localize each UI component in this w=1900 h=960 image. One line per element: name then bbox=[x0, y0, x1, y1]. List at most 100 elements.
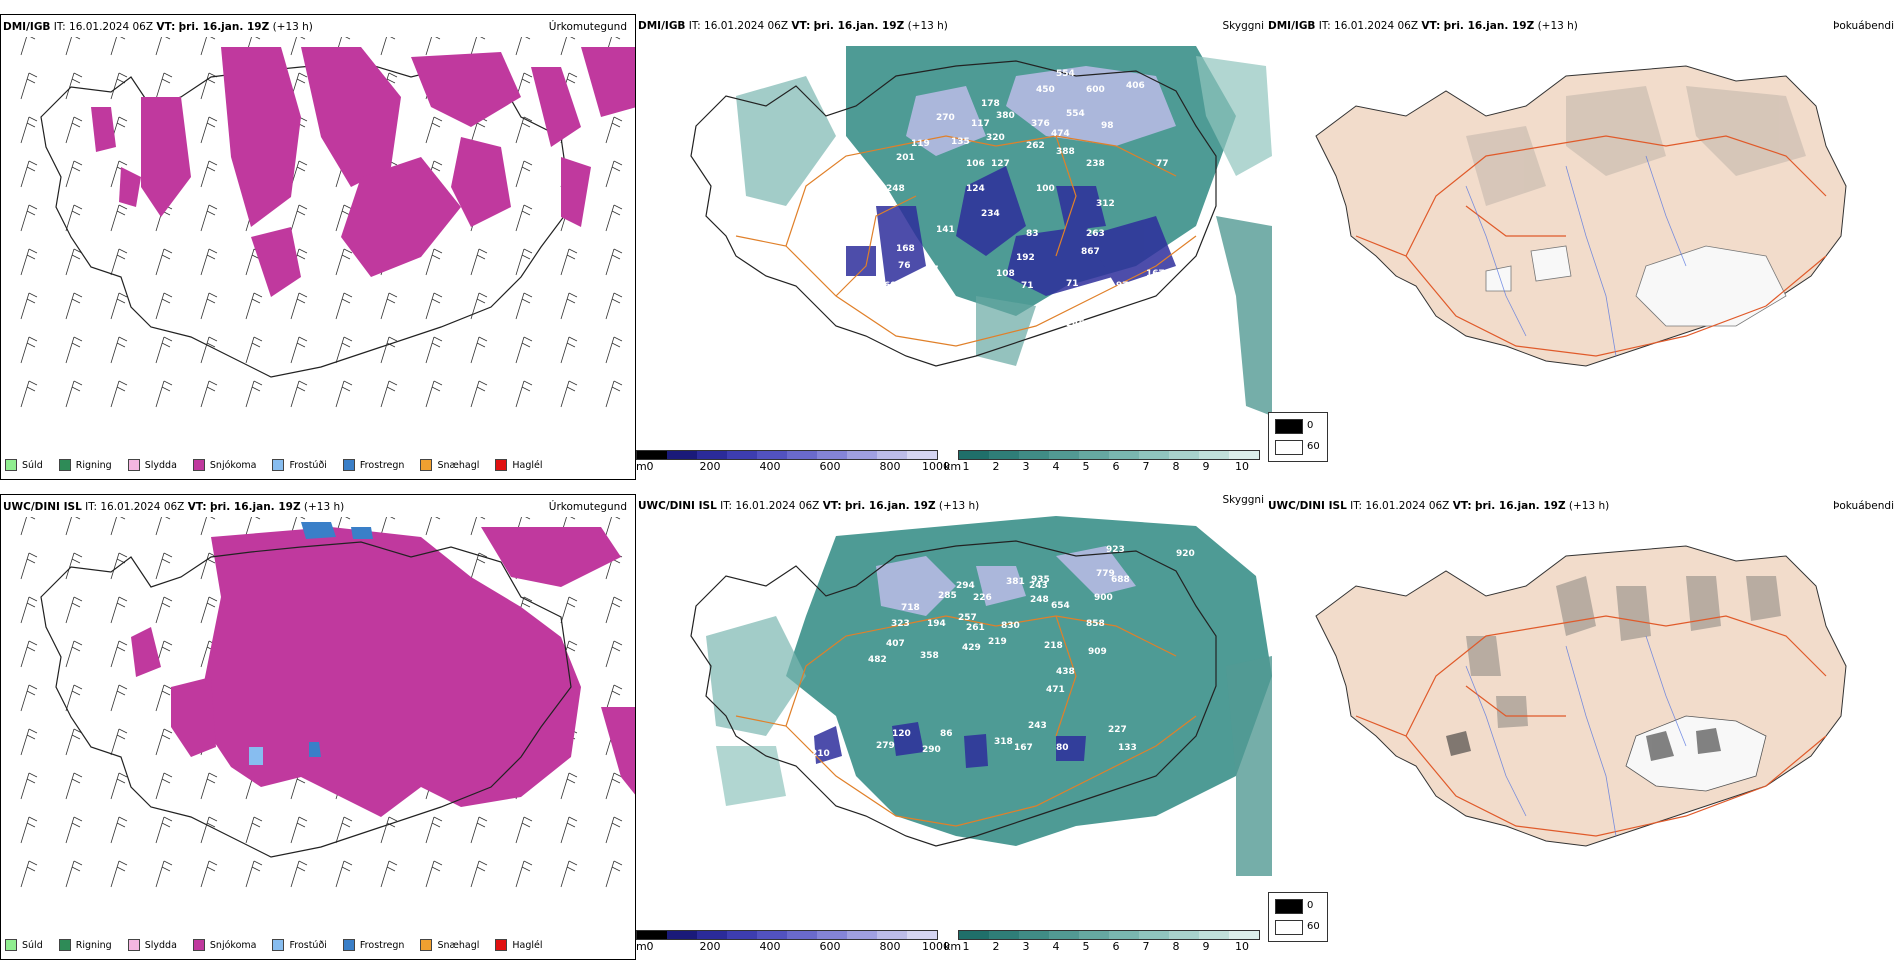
wind-barb bbox=[155, 248, 173, 276]
lead-time: (+13 h) bbox=[938, 500, 980, 512]
svg-text:178: 178 bbox=[981, 99, 1000, 109]
visibility-colorbar: km 1 2 3 4 5 6 7 8 9 10 bbox=[944, 930, 1272, 958]
svg-text:200: 200 bbox=[816, 257, 835, 267]
lead-time: (+13 h) bbox=[303, 501, 345, 513]
init-time: IT: 16.01.2024 06Z bbox=[720, 500, 820, 512]
ceiling-light-areas bbox=[906, 66, 1176, 156]
legend-rain: Rigning bbox=[58, 459, 112, 471]
wind-barb bbox=[20, 116, 38, 144]
legend-rain: Rigning bbox=[58, 939, 112, 951]
wind-barb bbox=[20, 204, 38, 232]
wind-barb bbox=[65, 772, 83, 800]
fog-swatch-max bbox=[1275, 920, 1303, 935]
wind-barb bbox=[110, 292, 128, 320]
wind-barb bbox=[380, 336, 398, 364]
fog-swatch-max bbox=[1275, 440, 1303, 455]
svg-text:124: 124 bbox=[916, 285, 935, 295]
wind-barb bbox=[20, 37, 36, 56]
legend-snow: Snjókoma bbox=[192, 939, 256, 951]
svg-text:192: 192 bbox=[1016, 253, 1035, 263]
wind-barb bbox=[380, 860, 398, 888]
svg-text:474: 474 bbox=[1051, 129, 1070, 139]
wind-barb bbox=[335, 336, 353, 364]
wind-barb bbox=[65, 517, 81, 536]
wind-barb bbox=[470, 292, 488, 320]
legend-snow: Snjókoma bbox=[192, 459, 256, 471]
wind-barb bbox=[110, 684, 128, 712]
wind-barb bbox=[335, 248, 353, 276]
iceland-outline bbox=[40, 541, 572, 858]
rivers bbox=[1465, 155, 1687, 357]
wind-barb bbox=[20, 72, 38, 100]
fog-legend-top: 0 60 bbox=[1268, 412, 1328, 462]
wind-barb bbox=[605, 292, 623, 320]
visibility-map-top: 554 450 600 406 178 270 117 380 376 554 … bbox=[690, 46, 1272, 416]
valid-time-label: VT: bbox=[156, 21, 176, 33]
wind-barb bbox=[470, 37, 486, 56]
visibility-tick: 3 bbox=[1022, 460, 1030, 473]
wind-barb bbox=[380, 517, 396, 536]
ceiling-labels: 920 923 779 935 688 381 243 294 285 226 … bbox=[811, 545, 1195, 759]
wind-barb bbox=[560, 860, 578, 888]
svg-text:168: 168 bbox=[896, 244, 915, 254]
wind-barb bbox=[155, 596, 173, 624]
wind-barb bbox=[515, 816, 533, 844]
legend-freezing-drizzle: Frostúði bbox=[272, 939, 327, 951]
wind-barb bbox=[425, 380, 443, 408]
panel-title: Úrkomutegund bbox=[548, 21, 627, 33]
wind-barb bbox=[155, 816, 173, 844]
wind-barb bbox=[110, 816, 128, 844]
wind-barb bbox=[605, 860, 623, 888]
wind-barb bbox=[605, 640, 623, 668]
panel-title: Þokuábendi bbox=[1833, 20, 1894, 32]
wind-barb bbox=[605, 684, 623, 712]
wind-barb bbox=[470, 816, 488, 844]
dense-fog-spots bbox=[1446, 728, 1721, 761]
wind-barb bbox=[20, 380, 38, 408]
visibility-tick: 9 bbox=[1202, 940, 1210, 953]
fog-swatch-min bbox=[1275, 899, 1303, 914]
ceiling-shading bbox=[846, 166, 1176, 296]
svg-text:858: 858 bbox=[1086, 619, 1105, 629]
ceiling-tick: 0 bbox=[646, 460, 654, 473]
svg-text:106: 106 bbox=[966, 159, 985, 169]
svg-text:600: 600 bbox=[1086, 85, 1105, 95]
lead-time: (+13 h) bbox=[1568, 500, 1610, 512]
wind-barb bbox=[200, 292, 218, 320]
ceiling-unit: m bbox=[636, 460, 647, 473]
wind-barb bbox=[20, 640, 38, 668]
precip-panel-top: DMI/IGB IT: 16.01.2024 06Z VT: þri. 16.j… bbox=[0, 14, 636, 480]
fog-min-label: 0 bbox=[1307, 420, 1314, 431]
visibility-tick: 5 bbox=[1082, 940, 1090, 953]
svg-text:226: 226 bbox=[973, 593, 992, 603]
svg-text:71: 71 bbox=[1066, 279, 1079, 289]
svg-text:406: 406 bbox=[1126, 81, 1145, 91]
wind-barb bbox=[200, 37, 216, 56]
wind-barb bbox=[155, 772, 173, 800]
wind-barb bbox=[560, 292, 578, 320]
svg-text:227: 227 bbox=[1108, 725, 1127, 735]
panel-header: DMI/IGB IT: 16.01.2024 06Z VT: þri. 16.j… bbox=[638, 20, 1268, 34]
wind-barb bbox=[515, 116, 533, 144]
svg-text:100: 100 bbox=[1036, 184, 1055, 194]
ceiling-tick: 600 bbox=[819, 460, 841, 473]
wind-barb bbox=[200, 160, 218, 188]
rivers bbox=[1465, 635, 1687, 837]
svg-text:97: 97 bbox=[1116, 281, 1129, 291]
lead-time: (+13 h) bbox=[272, 21, 313, 33]
svg-text:248: 248 bbox=[886, 184, 905, 194]
wind-barb bbox=[515, 336, 533, 364]
wind-barb bbox=[245, 380, 263, 408]
iceland-outline bbox=[690, 540, 1217, 847]
iceland-outline bbox=[40, 61, 572, 378]
wind-barb bbox=[200, 380, 218, 408]
svg-text:69: 69 bbox=[884, 281, 897, 291]
init-time: IT: 16.01.2024 06Z bbox=[1318, 20, 1419, 32]
svg-text:471: 471 bbox=[1046, 685, 1065, 695]
wind-barb bbox=[155, 292, 173, 320]
wind-barb bbox=[155, 684, 173, 712]
ceiling-tick: 400 bbox=[759, 460, 781, 473]
road-network bbox=[1355, 615, 1827, 837]
wind-barb bbox=[155, 728, 173, 756]
ceiling-shading bbox=[814, 722, 1086, 768]
